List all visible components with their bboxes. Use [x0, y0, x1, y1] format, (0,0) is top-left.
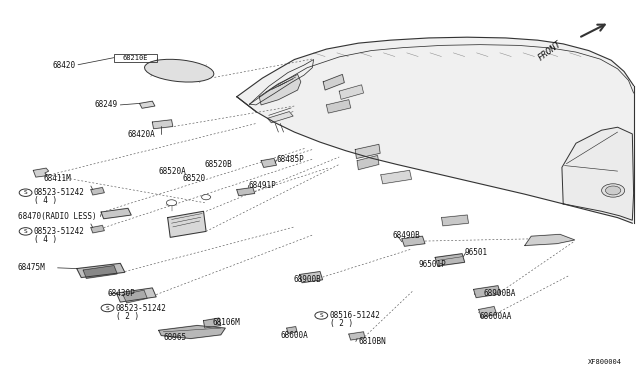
Text: 68249: 68249 — [95, 100, 118, 109]
Polygon shape — [339, 85, 364, 99]
Circle shape — [166, 200, 177, 206]
Polygon shape — [525, 234, 575, 246]
Polygon shape — [83, 266, 117, 278]
Polygon shape — [479, 307, 497, 317]
Text: 68600AA: 68600AA — [480, 312, 513, 321]
Text: ( 4 ): ( 4 ) — [34, 235, 57, 244]
Text: 68420A: 68420A — [128, 130, 156, 139]
Polygon shape — [562, 127, 634, 220]
Polygon shape — [381, 170, 412, 184]
Polygon shape — [116, 288, 156, 302]
Text: XF800004: XF800004 — [588, 359, 622, 365]
Polygon shape — [474, 286, 500, 298]
Polygon shape — [442, 215, 468, 226]
Polygon shape — [159, 326, 225, 339]
Text: 08523-51242: 08523-51242 — [34, 227, 84, 236]
Text: 68470(RADIO LESS): 68470(RADIO LESS) — [18, 212, 97, 221]
Text: 68430P: 68430P — [108, 289, 135, 298]
Polygon shape — [237, 37, 634, 223]
Text: 08523-51242: 08523-51242 — [116, 304, 166, 312]
Text: 68106M: 68106M — [212, 318, 240, 327]
Polygon shape — [77, 263, 125, 278]
Text: 96501P: 96501P — [419, 260, 446, 269]
Text: 68210E: 68210E — [123, 55, 148, 61]
Polygon shape — [91, 187, 104, 195]
Text: ( 2 ): ( 2 ) — [330, 319, 353, 328]
Polygon shape — [237, 187, 255, 196]
Polygon shape — [355, 144, 380, 158]
Text: 68520B: 68520B — [205, 160, 232, 169]
Polygon shape — [300, 272, 323, 283]
Text: 68520A: 68520A — [159, 167, 186, 176]
Ellipse shape — [145, 59, 214, 82]
Text: 68900BA: 68900BA — [484, 289, 516, 298]
Text: 68411M: 68411M — [44, 174, 71, 183]
Polygon shape — [357, 155, 379, 170]
Text: 96501: 96501 — [465, 248, 488, 257]
Text: 68491P: 68491P — [248, 181, 276, 190]
Polygon shape — [259, 74, 301, 105]
Text: 68900B: 68900B — [293, 275, 321, 284]
Text: 68485P: 68485P — [276, 155, 304, 164]
Text: 68490B: 68490B — [393, 231, 420, 240]
Polygon shape — [101, 208, 131, 219]
Polygon shape — [91, 225, 104, 233]
Polygon shape — [261, 158, 276, 167]
Polygon shape — [268, 112, 293, 123]
Text: 68420: 68420 — [52, 61, 76, 70]
Polygon shape — [287, 327, 297, 333]
Text: ( 2 ): ( 2 ) — [116, 312, 139, 321]
Text: S: S — [106, 305, 109, 311]
Text: 68600A: 68600A — [280, 331, 308, 340]
Polygon shape — [33, 168, 49, 177]
Text: 08516-51242: 08516-51242 — [330, 311, 380, 320]
Polygon shape — [402, 236, 425, 246]
Polygon shape — [152, 120, 173, 129]
Text: 68475M: 68475M — [18, 263, 45, 272]
Circle shape — [202, 195, 211, 200]
Polygon shape — [326, 100, 351, 113]
Text: S: S — [24, 190, 28, 195]
Text: S: S — [319, 313, 323, 318]
Polygon shape — [349, 332, 365, 340]
Polygon shape — [123, 290, 147, 303]
Polygon shape — [435, 254, 465, 266]
Text: 68965: 68965 — [163, 333, 186, 342]
Text: 6810BN: 6810BN — [358, 337, 386, 346]
Text: 68520: 68520 — [182, 174, 205, 183]
Circle shape — [602, 184, 625, 197]
Text: S: S — [24, 229, 28, 234]
Polygon shape — [140, 101, 155, 108]
Polygon shape — [323, 74, 344, 90]
Text: FRONT: FRONT — [536, 40, 563, 63]
Polygon shape — [204, 318, 221, 328]
Polygon shape — [168, 211, 206, 237]
Text: 08523-51242: 08523-51242 — [34, 188, 84, 197]
Circle shape — [605, 186, 621, 195]
Text: ( 4 ): ( 4 ) — [34, 196, 57, 205]
